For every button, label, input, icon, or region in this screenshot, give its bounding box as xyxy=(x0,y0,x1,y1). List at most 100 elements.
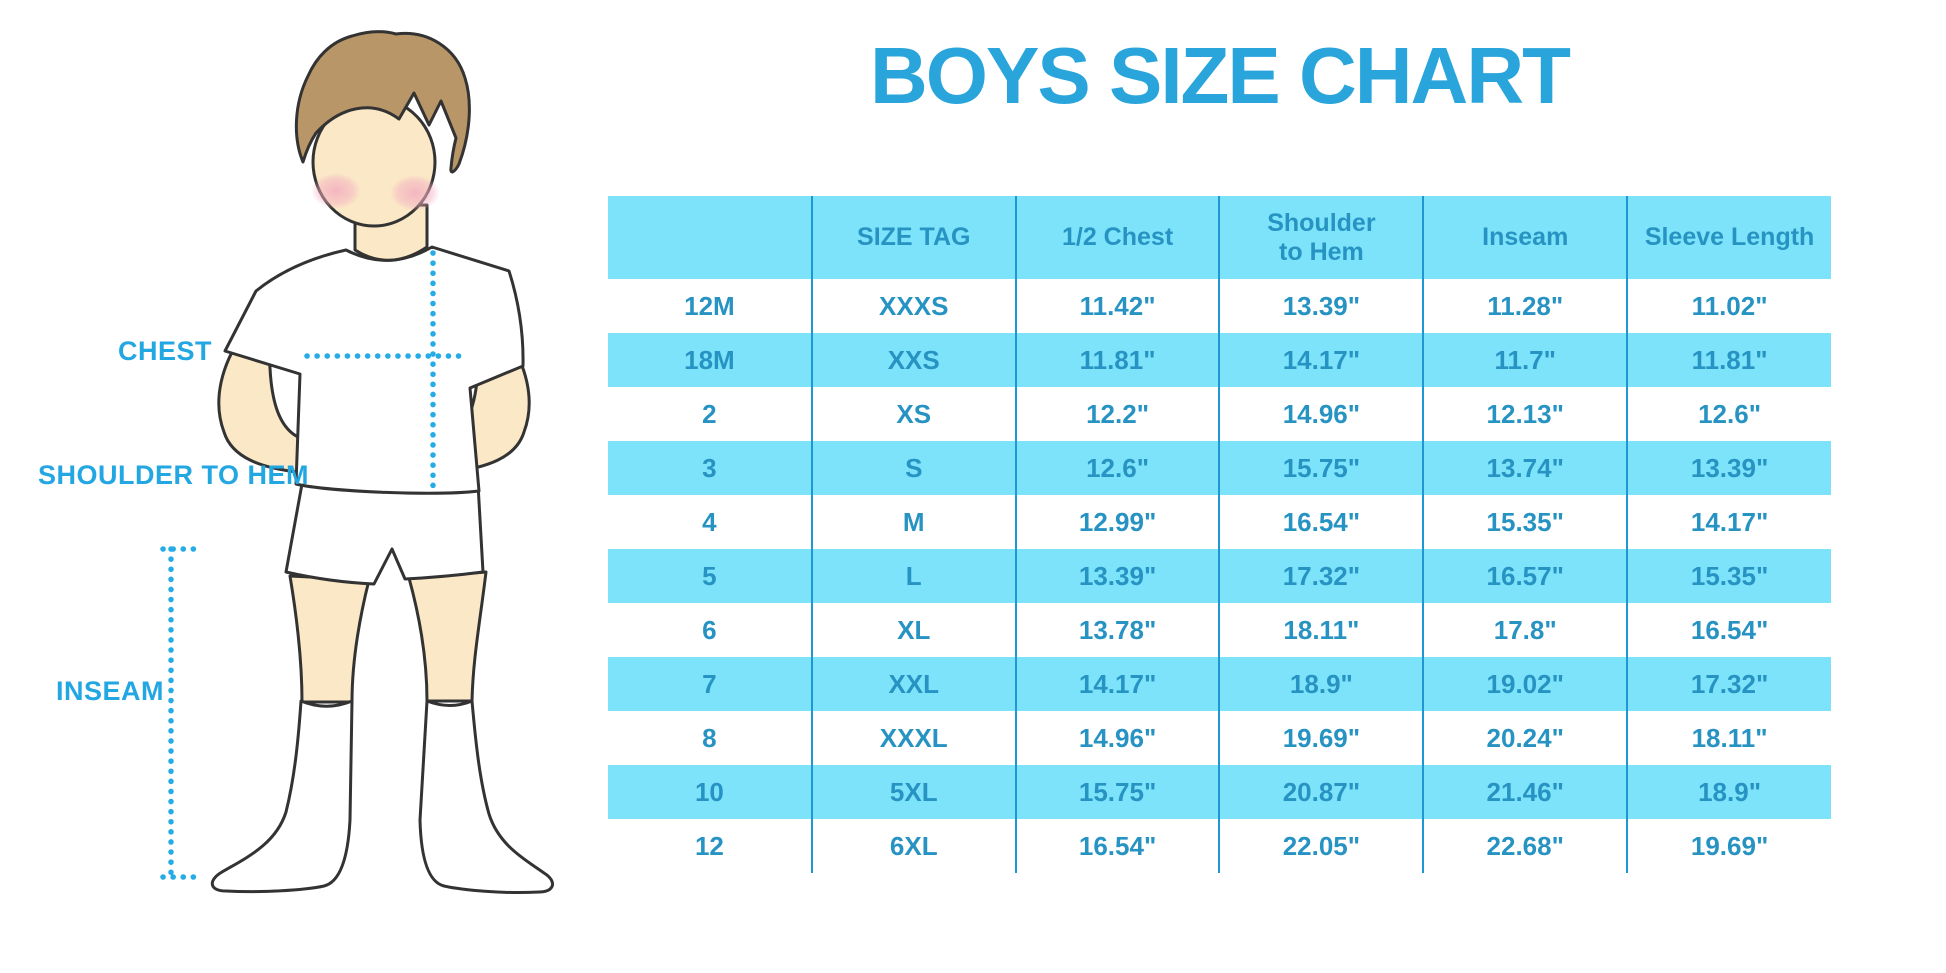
table-row: 10 5XL 15.75" 20.87" 21.46" 18.9" xyxy=(608,765,1831,819)
table-cell: 11.28" xyxy=(1422,279,1628,333)
shirt xyxy=(223,245,525,495)
table-cell: 18M xyxy=(608,333,812,387)
table-cell: XXXS xyxy=(810,279,1016,333)
header-cell-shoulder-to-hem: Shoulder to Hem xyxy=(1218,196,1424,279)
table-cell: 11.42" xyxy=(1014,279,1220,333)
table-cell: 22.05" xyxy=(1218,819,1424,873)
boy-illustration xyxy=(160,30,554,895)
table-row: 2 XS 12.2" 14.96" 12.13" 12.6" xyxy=(608,387,1831,441)
table-cell: 10 xyxy=(608,765,812,819)
table-cell: 22.68" xyxy=(1422,819,1628,873)
table-cell: 21.46" xyxy=(1422,765,1628,819)
shoulder-to-hem-label: SHOULDER TO HEM xyxy=(38,460,310,490)
table-cell: 19.69" xyxy=(1626,819,1831,873)
table-cell: 3 xyxy=(608,441,812,495)
table-cell: 4 xyxy=(702,506,717,537)
table-cell: 16.57" xyxy=(1422,549,1628,603)
table-cell: 18.9" xyxy=(1218,657,1424,711)
table-row: 5 L 13.39" 17.32" 16.57" 15.35" xyxy=(608,549,1831,603)
right-sock xyxy=(418,699,554,895)
table-cell: 16.54" xyxy=(1218,495,1424,549)
table-cell: 13.39" xyxy=(1014,549,1220,603)
table-cell: 19.69" xyxy=(1218,711,1424,765)
table-row: 6 XL 13.78" 18.11" 17.8" 16.54" xyxy=(608,603,1831,657)
table-cell: 14.96" xyxy=(1218,387,1424,441)
measurement-lines xyxy=(160,250,469,880)
table-cell: 13.39" xyxy=(1218,279,1424,333)
table-cell: 17.8" xyxy=(1422,603,1628,657)
table-cell: 17.32" xyxy=(1626,657,1831,711)
table-cell: 15.35" xyxy=(1422,495,1628,549)
table-cell: 6 xyxy=(702,614,717,645)
table-cell: 12.99" xyxy=(1014,495,1220,549)
table-row: 18M XXS 11.81" 14.17" 11.7" 11.81" xyxy=(608,333,1831,387)
table-row: 8 XXXL 14.96" 19.69" 20.24" 18.11" xyxy=(608,711,1831,765)
table-cell: 18.11" xyxy=(1626,711,1831,765)
table-cell: 13.74" xyxy=(1422,441,1628,495)
table-row: 4 M 12.99" 16.54" 15.35" 14.17" xyxy=(608,495,1831,549)
shorts xyxy=(284,482,485,586)
table-cell: 20.24" xyxy=(1422,711,1628,765)
inseam-label: INSEAM xyxy=(56,676,165,706)
table-cell: 15.75" xyxy=(1218,441,1424,495)
table-cell: 12.6" xyxy=(1014,441,1220,495)
table-cell: XXL xyxy=(810,657,1016,711)
header-cell-half-chest: 1/2 Chest xyxy=(1014,196,1220,279)
header-cell-inseam: Inseam xyxy=(1422,196,1628,279)
table-cell: M xyxy=(810,495,1016,549)
table-cell: XL xyxy=(810,603,1016,657)
right-leg xyxy=(407,570,488,703)
size-table-body: 12M XXXS 11.42" 13.39" 11.28" 11.02" 18M XXS 11.… xyxy=(608,279,1831,873)
table-cell: 8 xyxy=(702,722,717,753)
left-leg xyxy=(288,574,371,704)
table-cell: 20.87" xyxy=(1218,765,1424,819)
table-cell: 5XL xyxy=(810,765,1016,819)
table-cell: 19.02" xyxy=(1422,657,1628,711)
table-row: 12M XXXS 11.42" 13.39" 11.28" 11.02" xyxy=(608,279,1831,333)
table-cell: 12M xyxy=(684,290,735,321)
table-cell: 6XL xyxy=(810,819,1016,873)
table-row: 3 S 12.6" 15.75" 13.74" 13.39" xyxy=(608,441,1831,495)
table-cell: XXS xyxy=(810,333,1016,387)
table-cell: 11.7" xyxy=(1422,333,1628,387)
table-row: 12 6XL 16.54" 22.05" 22.68" 19.69" xyxy=(608,819,1831,873)
table-cell: 14.17" xyxy=(1014,657,1220,711)
table-cell: 11.81" xyxy=(1014,333,1220,387)
table-cell: 5 xyxy=(608,549,812,603)
table-cell: XS xyxy=(810,387,1016,441)
table-cell: 13.39" xyxy=(1626,441,1831,495)
table-cell: 18.9" xyxy=(1626,765,1831,819)
table-cell: 12.2" xyxy=(1014,387,1220,441)
table-cell: S xyxy=(810,441,1016,495)
table-cell: 12.6" xyxy=(1626,387,1831,441)
table-cell: 18.11" xyxy=(1218,603,1424,657)
hair xyxy=(294,30,471,174)
table-cell: 16.54" xyxy=(1014,819,1220,873)
table-cell: 2 xyxy=(702,398,717,429)
header-cell-sleeve-length: Sleeve Length xyxy=(1626,196,1831,279)
left-sock xyxy=(210,699,354,894)
table-cell: 12.13" xyxy=(1422,387,1628,441)
table-cell: 15.35" xyxy=(1626,549,1831,603)
size-table: SIZE TAG 1/2 Chest Shoulder to Hem Insea… xyxy=(608,196,1831,873)
size-table-header: SIZE TAG 1/2 Chest Shoulder to Hem Insea… xyxy=(608,196,1831,279)
header-row: SIZE TAG 1/2 Chest Shoulder to Hem Insea… xyxy=(608,196,1831,279)
right-blush xyxy=(390,175,440,211)
table-cell: L xyxy=(810,549,1016,603)
table-cell: 17.32" xyxy=(1218,549,1424,603)
table-cell: 16.54" xyxy=(1626,603,1831,657)
table-cell: 11.81" xyxy=(1626,333,1831,387)
table-cell: 14.17" xyxy=(1626,495,1831,549)
table-cell: 11.02" xyxy=(1626,279,1831,333)
left-arm xyxy=(217,333,302,474)
page-title: BOYS SIZE CHART xyxy=(870,31,1571,120)
table-cell: 14.96" xyxy=(1014,711,1220,765)
table-row: 7 XXL 14.17" 18.9" 19.02" 17.32" xyxy=(608,657,1831,711)
table-cell: 12 xyxy=(694,830,724,861)
chest-label: CHEST xyxy=(118,336,213,366)
table-cell: 13.78" xyxy=(1014,603,1220,657)
header-cell-size-tag: SIZE TAG xyxy=(810,196,1016,279)
table-cell: 7 xyxy=(608,657,812,711)
table-cell: 15.75" xyxy=(1014,765,1220,819)
